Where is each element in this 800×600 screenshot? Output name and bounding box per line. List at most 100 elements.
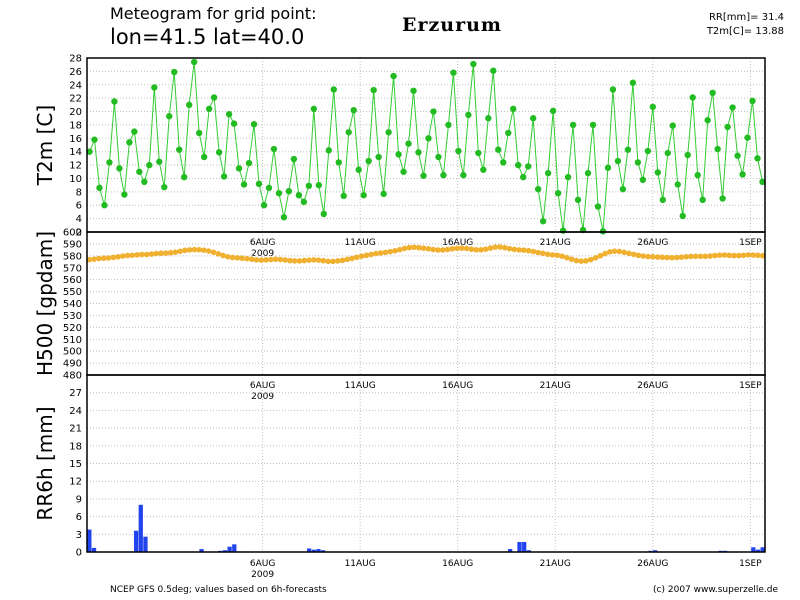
data-point (320, 257, 327, 264)
data-point (100, 255, 107, 262)
data-point (235, 165, 243, 172)
data-point (253, 257, 260, 263)
data-point (131, 128, 138, 135)
data-point (678, 254, 685, 260)
data-bar (316, 549, 321, 552)
data-point (459, 245, 465, 251)
data-point (392, 248, 398, 254)
data-point (639, 176, 647, 183)
y-tick-label: 510 (63, 335, 82, 346)
data-point (124, 252, 131, 259)
data-point (96, 255, 102, 262)
data-bar (751, 547, 756, 552)
data-point (220, 173, 228, 180)
data-point (435, 247, 441, 253)
data-point (177, 248, 183, 255)
data-point (101, 202, 108, 209)
data-point (694, 171, 701, 179)
data-point (340, 192, 347, 200)
data-point (729, 104, 736, 111)
title-line2: lon=41.5 lat=40.0 (110, 25, 305, 49)
data-point (460, 171, 467, 179)
data-point (395, 151, 402, 158)
data-point (440, 171, 447, 179)
y-tick-label: 4 (76, 214, 82, 225)
data-point (196, 246, 203, 253)
x-tick-label: 21AUG (540, 381, 571, 391)
data-bar (306, 548, 312, 552)
data-point (485, 115, 492, 122)
x-tick-label: 1SEP (739, 559, 762, 569)
data-point (515, 161, 522, 169)
data-point (416, 244, 422, 251)
data-bar (760, 547, 765, 552)
x-tick-label: 21AUG (540, 559, 571, 569)
data-point (654, 169, 662, 176)
data-point (640, 253, 647, 259)
data-point (373, 250, 379, 257)
data-point (162, 250, 169, 256)
data-point (475, 149, 482, 157)
data-point (463, 245, 470, 252)
y-tick-label: 550 (63, 287, 82, 298)
y-tick-label: 20 (69, 107, 82, 118)
data-point (91, 256, 97, 262)
x-tick-label: 1SEP (739, 238, 762, 248)
data-point (573, 257, 580, 264)
data-point (230, 120, 238, 127)
data-point (574, 196, 582, 204)
data-point (210, 249, 217, 256)
data-point (182, 247, 188, 254)
data-point (584, 169, 592, 177)
data-point (410, 87, 417, 94)
data-point (146, 161, 153, 169)
data-point (210, 94, 218, 101)
data-point (280, 214, 288, 221)
data-point (654, 254, 661, 260)
data-point (401, 245, 408, 252)
data-bar (517, 541, 522, 552)
data-point (740, 252, 747, 259)
y-tick-label: 12 (69, 477, 82, 488)
data-point (754, 155, 761, 162)
data-point (301, 257, 308, 264)
data-point (420, 172, 427, 179)
data-point (679, 212, 686, 220)
data-point (702, 253, 709, 260)
y-tick-label: 18 (69, 120, 82, 131)
data-point (611, 248, 618, 254)
data-point (153, 250, 160, 257)
data-point (684, 151, 691, 159)
data-point (277, 256, 284, 263)
data-point (305, 182, 313, 190)
data-point (470, 60, 477, 68)
data-point (511, 246, 518, 253)
data-point (143, 251, 150, 258)
data-point (126, 139, 133, 146)
y-axis-label: T2m [C] (33, 105, 57, 186)
data-bar (87, 529, 92, 552)
data-point (724, 123, 731, 131)
x-tick-label: 11AUG (345, 381, 376, 391)
data-bar (508, 549, 513, 552)
data-point (110, 254, 117, 261)
footer-source: NCEP GFS 0.5deg; values based on 6h-fore… (110, 585, 327, 595)
data-bar (143, 536, 148, 552)
data-point (205, 105, 213, 113)
footer-copyright: (c) 2007 www.superzelle.de (653, 585, 778, 595)
data-bar (522, 541, 527, 552)
data-point (287, 257, 293, 264)
data-point (385, 129, 392, 136)
y-tick-label: 480 (63, 371, 82, 382)
y-tick-label: 21 (69, 424, 82, 435)
data-point (111, 98, 118, 105)
data-point (400, 168, 407, 175)
data-point (739, 171, 746, 178)
data-point (544, 251, 551, 258)
data-point (360, 191, 367, 199)
y-tick-label: 0 (76, 548, 82, 559)
data-point (310, 257, 317, 263)
y-tick-label: 28 (69, 54, 82, 65)
data-point (272, 256, 279, 263)
data-point (268, 256, 274, 263)
